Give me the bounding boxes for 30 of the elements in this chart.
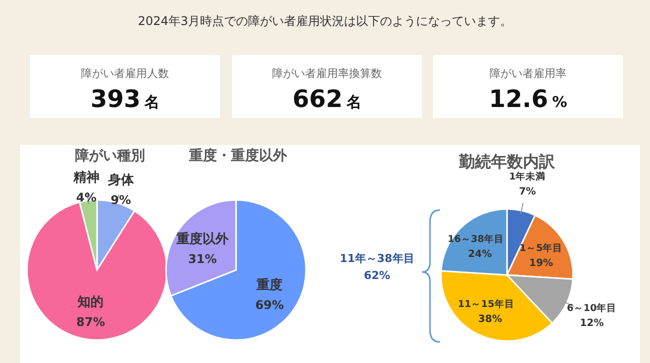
data-label: 9% <box>110 192 132 207</box>
slice-label: 11～15年目 <box>458 298 514 310</box>
data-label: 24% <box>468 249 492 260</box>
data-label: 38% <box>478 314 502 325</box>
slice-label: 1年未満 <box>509 170 546 183</box>
data-label: 69% <box>255 298 284 312</box>
text: 11年～38年目 62% <box>340 252 414 282</box>
text: 2024年3月時点での障がい者雇用状況は以下のようになっています。 <box>138 14 512 28</box>
data-label: 31% <box>188 252 217 266</box>
text: 12.6 % <box>488 85 568 113</box>
data-label: 87% <box>76 315 106 330</box>
chart-title: 重度・重度以外 <box>188 147 288 164</box>
text: 393 名 <box>90 85 160 113</box>
category-label: 障がい者雇用率換算数 <box>272 67 382 80</box>
data-label: 4% <box>76 190 96 204</box>
slice-label: 知的 <box>76 295 104 310</box>
slice-label: 重度 <box>256 276 283 293</box>
slice-label: 1～5年目 <box>519 242 563 254</box>
category-label: 障がい者雇用率 <box>490 67 566 80</box>
slice-label: 身体 <box>106 172 135 188</box>
data-label: 12% <box>580 318 604 329</box>
chart-title: 勤続年数内訳 <box>458 152 556 171</box>
text: 662 名 <box>292 85 362 113</box>
chart-title: 障がい種別 <box>75 147 145 164</box>
slice-label: 精神 <box>72 169 100 186</box>
slice-label: 6～10年目 <box>566 302 617 314</box>
data-label: 7% <box>518 186 536 198</box>
category-label: 障がい者雇用人数 <box>81 67 169 80</box>
data-label: 19% <box>529 258 554 269</box>
slice-label: 重度以外 <box>175 231 230 248</box>
